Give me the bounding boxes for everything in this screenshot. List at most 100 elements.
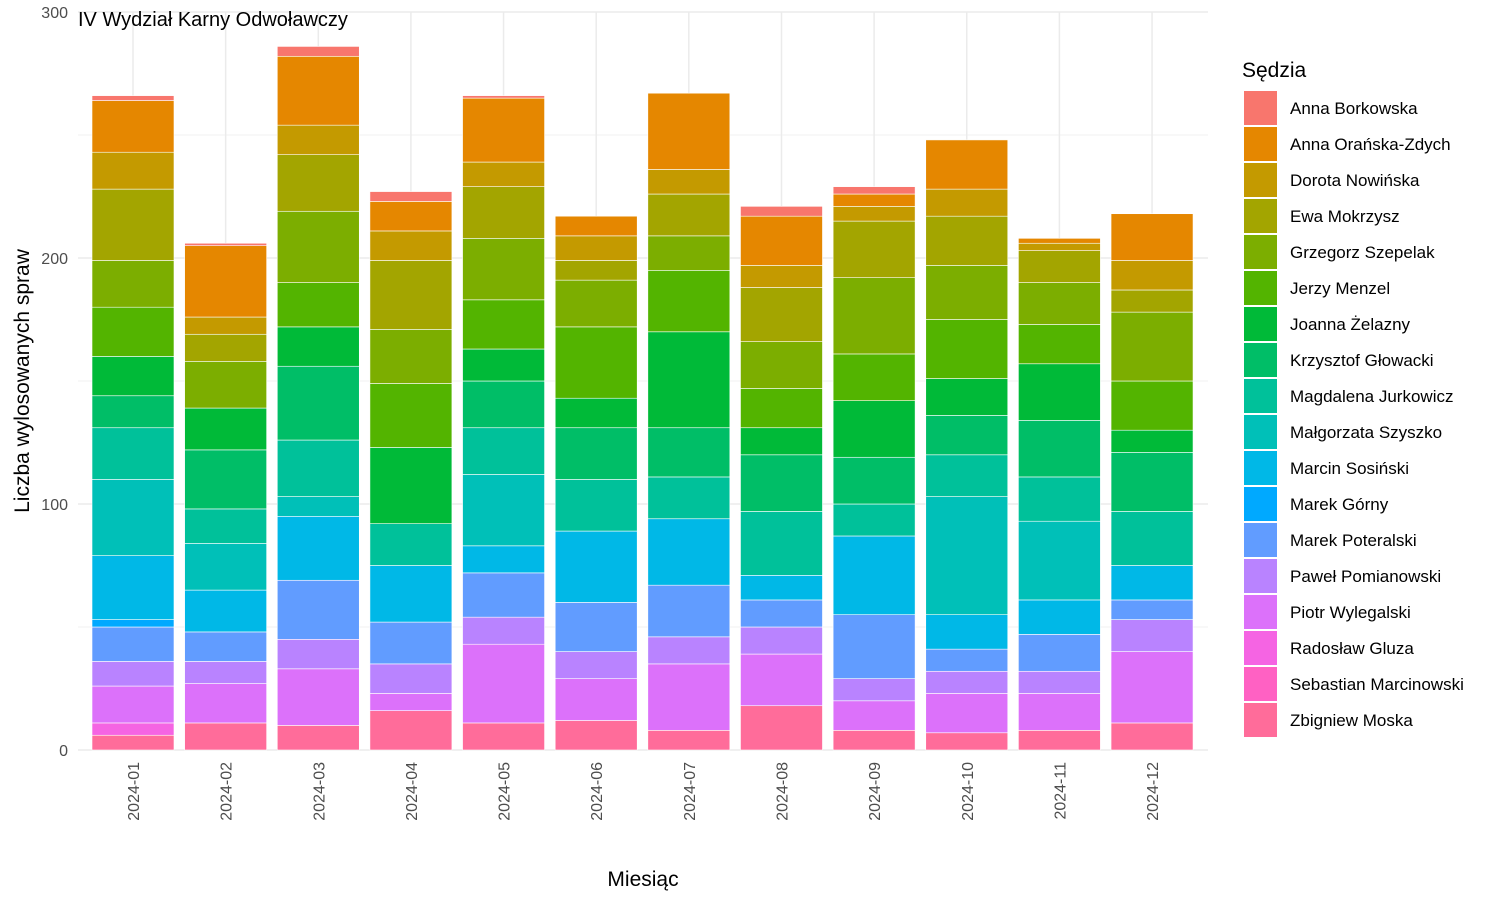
legend-label: Marek Górny xyxy=(1290,495,1389,514)
legend-swatch xyxy=(1244,307,1277,341)
legend-swatch xyxy=(1244,127,1277,161)
bar-segment xyxy=(369,329,453,384)
bar-segment xyxy=(740,575,823,601)
bar-segment xyxy=(647,730,731,751)
bar-segment xyxy=(647,636,731,665)
bar-segment xyxy=(554,215,638,237)
legend: Sędzia Anna Borkowska Anna Orańska-Zdych D… xyxy=(1242,59,1464,737)
bar-segment xyxy=(1018,599,1101,635)
bar-segment xyxy=(91,555,175,620)
bar-segment xyxy=(91,95,175,101)
legend-swatch xyxy=(1244,559,1277,593)
bar-segment xyxy=(462,299,545,350)
bar-segment xyxy=(276,515,360,581)
bar-segment xyxy=(1018,363,1101,421)
bar-segment xyxy=(184,589,267,633)
bar-segment xyxy=(276,326,360,367)
bar-segment xyxy=(647,663,731,731)
bar-segment xyxy=(91,100,175,153)
bar-segment xyxy=(1110,213,1194,261)
bar-segment xyxy=(369,565,453,623)
bar-segment xyxy=(647,269,731,333)
bar-segment xyxy=(91,188,175,261)
bar-segment xyxy=(276,154,360,212)
legend-items: Anna Borkowska Anna Orańska-Zdych Dorota N… xyxy=(1244,91,1464,737)
bar-segment xyxy=(740,427,823,456)
bar-segment xyxy=(91,626,175,662)
y-tick-label: 0 xyxy=(59,743,68,760)
bar-segment xyxy=(276,725,360,751)
bar-segment xyxy=(91,260,175,308)
legend-swatch xyxy=(1244,451,1277,485)
bar-segment xyxy=(925,378,1009,416)
bar-segment xyxy=(184,631,267,662)
bar-segment xyxy=(369,201,453,232)
legend-swatch xyxy=(1244,271,1277,305)
bar-segment xyxy=(832,220,916,278)
bar-segment xyxy=(1018,324,1101,365)
bar-segment xyxy=(832,678,916,702)
bar-segment xyxy=(925,732,1009,751)
bar-segment xyxy=(462,380,545,429)
bar-segment xyxy=(276,55,360,126)
bar-segment xyxy=(91,619,175,628)
bar-segment xyxy=(276,496,360,517)
bar-segment xyxy=(1018,634,1101,672)
legend-title: Sędzia xyxy=(1242,59,1307,82)
bar-segment xyxy=(462,95,545,99)
bar-segment xyxy=(462,474,545,547)
bar-segment xyxy=(832,503,916,537)
legend-label: Dorota Nowińska xyxy=(1290,171,1420,190)
bar-segment xyxy=(91,427,175,480)
bar-segment xyxy=(554,530,638,603)
x-tick-label: 2024-08 xyxy=(774,762,791,821)
bar-segment xyxy=(647,518,731,586)
bar-segment xyxy=(276,210,360,283)
bar-segment xyxy=(276,668,360,726)
chart-title: IV Wydział Karny Odwoławczy xyxy=(78,9,348,31)
bar-segment xyxy=(184,722,267,751)
bar-segment xyxy=(554,260,638,281)
bar-segment xyxy=(647,235,731,271)
bar-segment xyxy=(369,230,453,261)
bar-segment xyxy=(91,734,175,751)
bar-segment xyxy=(832,535,916,615)
legend-swatch xyxy=(1244,415,1277,449)
y-axis-title: Liczba wylosowanych spraw xyxy=(11,248,34,513)
bar-segment xyxy=(832,700,916,731)
bar-segment xyxy=(925,415,1009,456)
legend-label: Sebastian Marcinowski xyxy=(1290,675,1464,694)
legend-label: Krzysztof Głowacki xyxy=(1290,351,1434,370)
bar-segment xyxy=(369,663,453,694)
bar-segment xyxy=(276,365,360,441)
bar-segment xyxy=(647,427,731,478)
bar-segment xyxy=(369,447,453,524)
bar-segment xyxy=(1018,242,1101,251)
bar-segment xyxy=(462,97,545,163)
bar-segment xyxy=(740,599,823,628)
bar-segment xyxy=(184,543,267,591)
bar-segment xyxy=(1018,238,1101,244)
bar-segment xyxy=(1018,520,1101,601)
bar-segment xyxy=(1110,289,1194,313)
legend-swatch xyxy=(1244,163,1277,197)
bar-segment xyxy=(554,720,638,751)
bar-segment xyxy=(1018,730,1101,751)
bar-segment xyxy=(369,383,453,448)
bar-segment xyxy=(832,193,916,207)
bar-segment xyxy=(1110,722,1194,751)
bar-segment xyxy=(740,265,823,288)
legend-swatch xyxy=(1244,379,1277,413)
bar-segment xyxy=(925,215,1009,266)
bar-segment xyxy=(1110,452,1194,512)
x-axis-tick-labels: 2024-01 2024-02 2024-03 2024-04 2024-05 2024-… xyxy=(126,762,1162,821)
bar-segment xyxy=(925,188,1009,217)
x-tick-label: 2024-01 xyxy=(126,762,143,821)
bar-segment xyxy=(1018,250,1101,283)
x-tick-label: 2024-12 xyxy=(1145,762,1162,821)
bar-segment xyxy=(462,616,545,645)
legend-swatch xyxy=(1244,703,1277,737)
bar-segment xyxy=(184,242,267,247)
bar-segment xyxy=(740,206,823,217)
bar-segment xyxy=(925,670,1009,694)
